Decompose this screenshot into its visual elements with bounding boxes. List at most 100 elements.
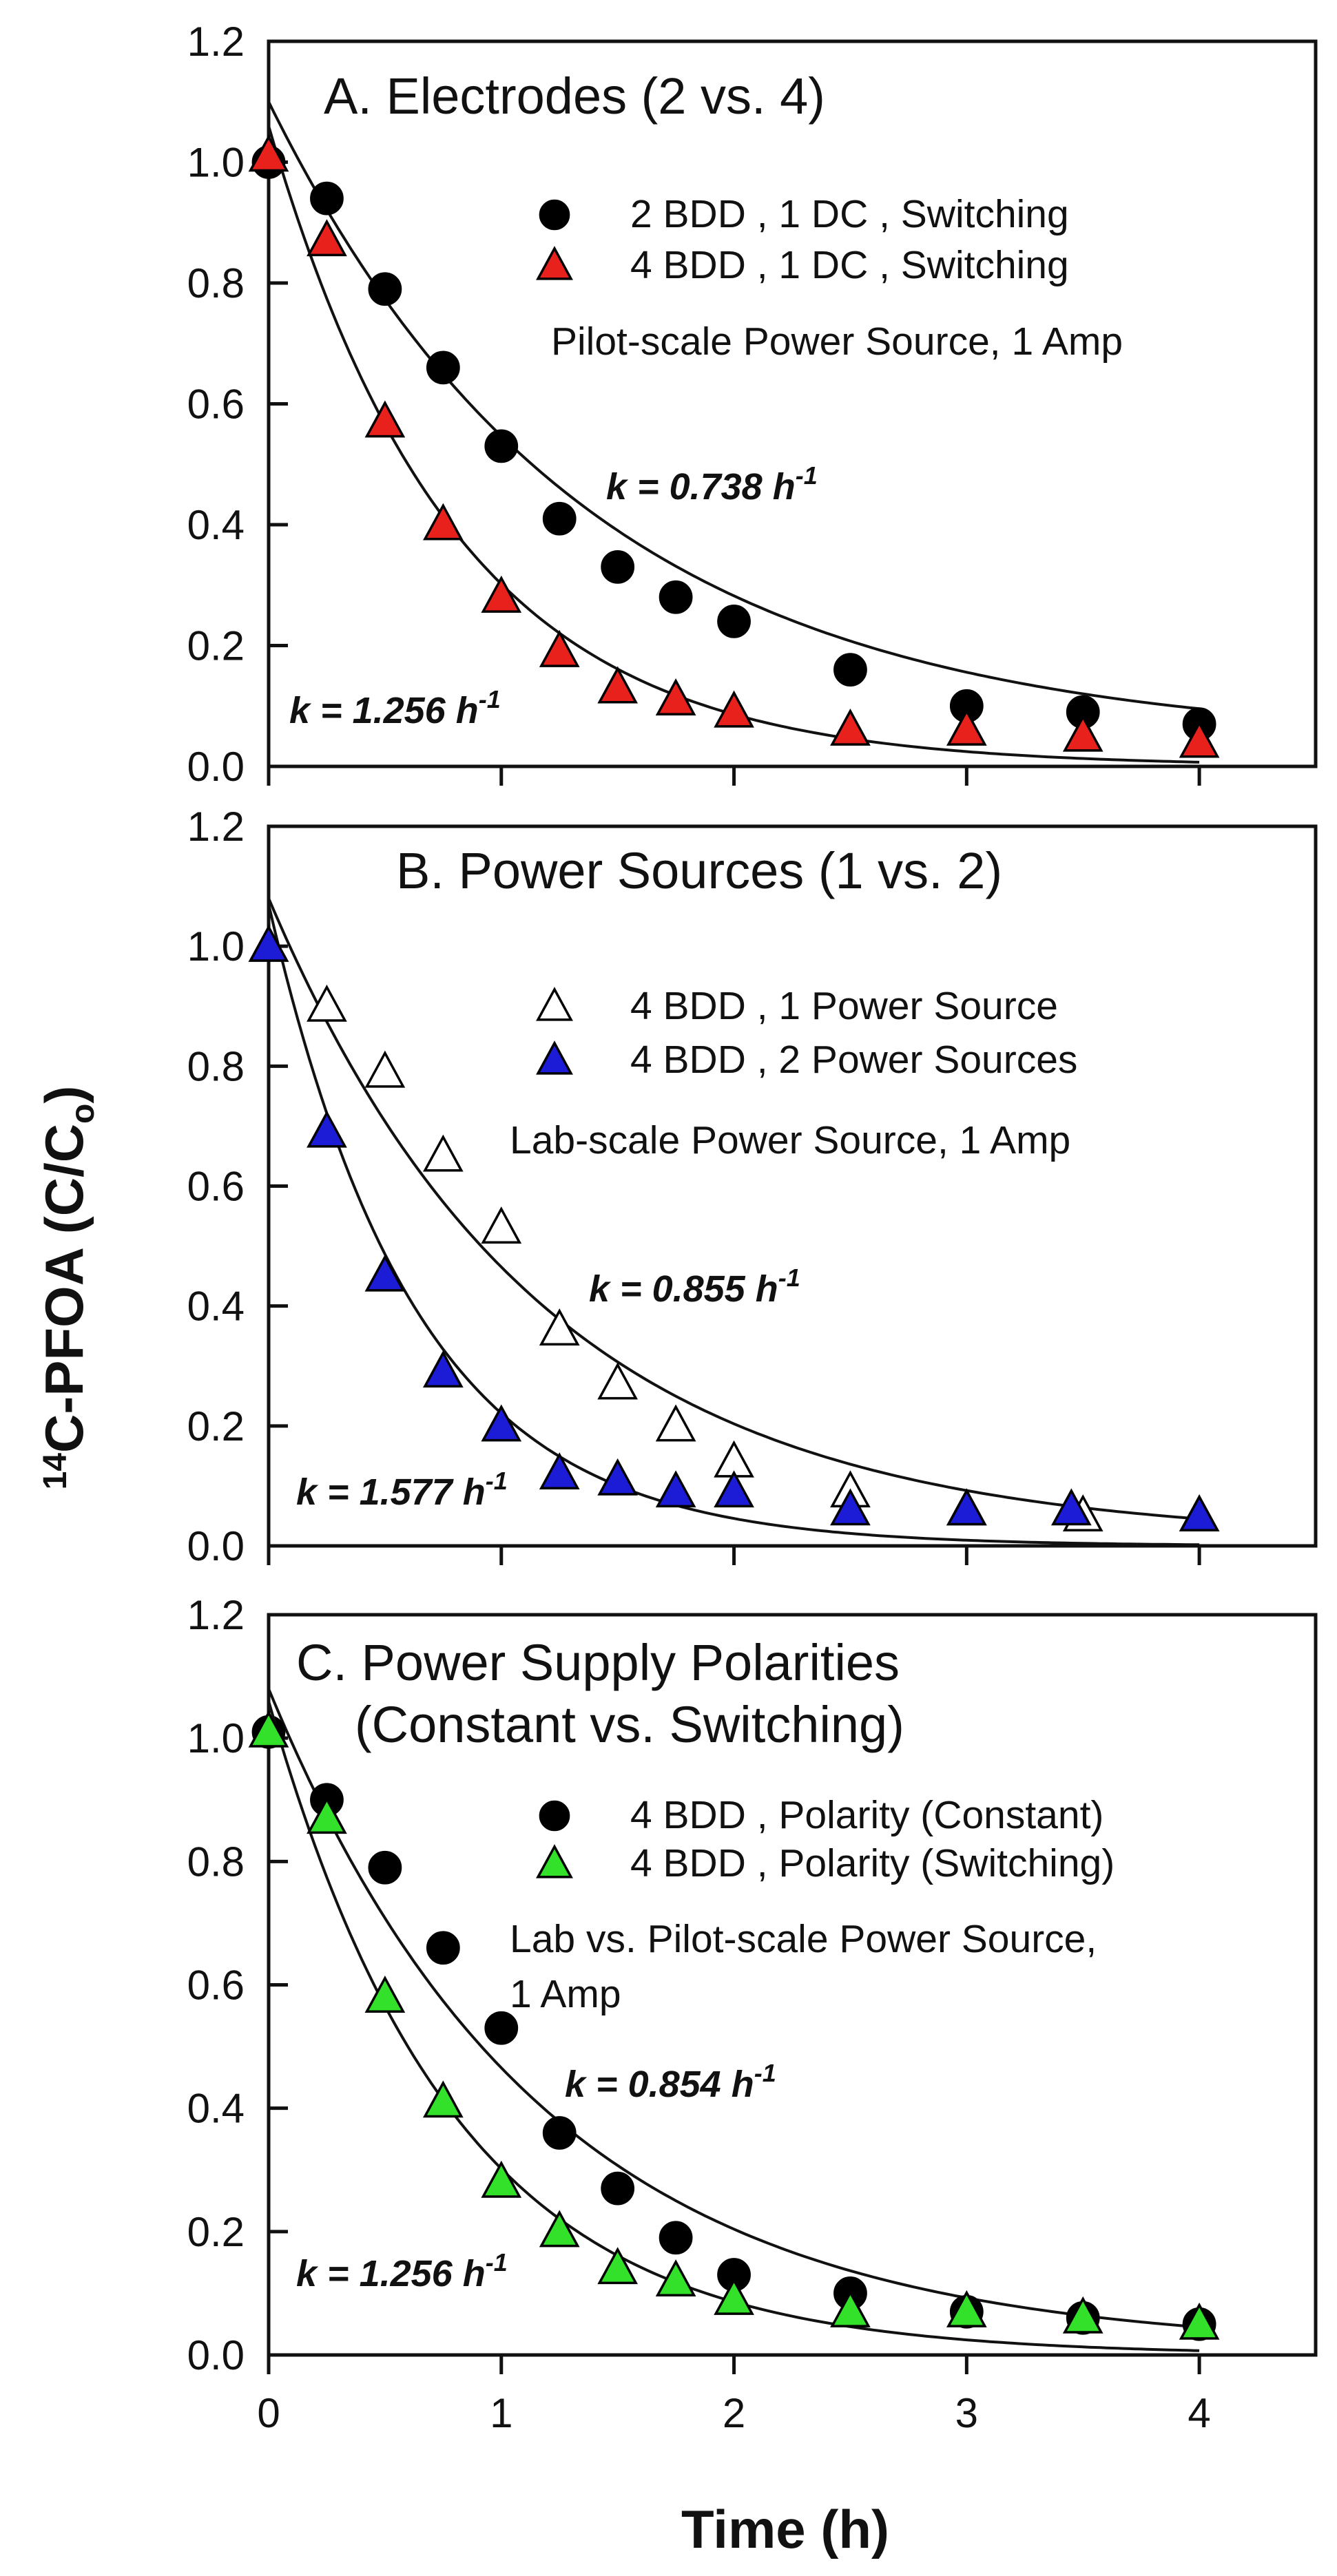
data-point — [310, 181, 344, 216]
data-point — [946, 1488, 987, 1526]
data-point — [426, 350, 460, 385]
y-axis-title-superscript: 14 — [37, 1453, 74, 1490]
legend-marker — [536, 1040, 573, 1075]
panel-1: 0.0 0.2 0.4 0.6 0.8 1.0 1.2 A. Electrodes (2 vs… — [187, 19, 1318, 790]
data-point — [655, 1470, 696, 1508]
rate-constant-label: k = 1.256 h-1 — [289, 685, 501, 731]
x-tick-label: 3 — [955, 2390, 978, 2436]
y-tick-label: 1.0 — [187, 1715, 245, 1761]
data-point — [248, 924, 289, 962]
data-point — [484, 2011, 519, 2045]
data-point — [601, 2171, 635, 2206]
y-tick-label: 0.4 — [187, 502, 245, 548]
data-point — [542, 2116, 577, 2150]
fit-curve — [267, 1688, 1200, 2329]
panel-title: C. Power Supply Polarities — [296, 1634, 900, 1691]
panel-title: (Constant vs. Switching) — [355, 1696, 904, 1753]
panel-note: Lab-scale Power Source, 1 Amp — [510, 1118, 1070, 1162]
data-point — [364, 400, 406, 438]
y-tick-label: 0.0 — [187, 744, 245, 790]
data-point — [481, 1404, 522, 1442]
x-tick-label: 2 — [723, 2390, 745, 2436]
x-tick-label: 1 — [490, 2390, 512, 2436]
y-axis-title-main: C-PFOA (C/C — [34, 1124, 94, 1453]
y-tick-label: 0.8 — [187, 1839, 245, 1885]
legend-marker — [539, 199, 570, 231]
data-point — [422, 503, 464, 541]
data-point — [364, 1976, 406, 2013]
rate-constant-value: k = 1.256 h — [296, 2253, 486, 2294]
y-tick-label: 1.2 — [187, 1592, 245, 1638]
rate-constant-value: k = 0.738 h — [606, 466, 796, 507]
y-tick-label: 0.2 — [187, 2209, 245, 2255]
data-point — [1062, 2296, 1103, 2334]
data-point — [659, 2221, 693, 2255]
rate-constant-value: k = 0.854 h — [565, 2064, 754, 2105]
rate-constant-exponent: -1 — [486, 2248, 508, 2276]
x-tick-label: 0 — [257, 2390, 280, 2436]
y-tick-label: 0.4 — [187, 2086, 245, 2132]
panel-note: Pilot-scale Power Source, 1 Amp — [551, 320, 1123, 364]
data-point — [426, 1931, 460, 1965]
data-point — [655, 678, 696, 716]
data-point — [539, 629, 580, 667]
rate-constant-value: k = 1.577 h — [296, 1472, 486, 1513]
data-point — [830, 1488, 871, 1526]
y-tick-label: 0.6 — [187, 1164, 245, 1210]
x-tick-label: 4 — [1188, 2390, 1210, 2436]
y-tick-label: 1.0 — [187, 140, 245, 186]
data-point — [1179, 1494, 1220, 1531]
data-point — [248, 1710, 289, 1748]
data-point — [830, 2290, 871, 2327]
data-point — [248, 134, 289, 172]
rate-constant-exponent: -1 — [796, 461, 818, 490]
rate-constant-label: k = 0.855 h-1 — [589, 1264, 800, 1310]
fit-curve — [267, 897, 1200, 1520]
data-point — [1050, 1488, 1092, 1526]
data-point — [714, 2277, 754, 2315]
plot-frame — [267, 39, 1318, 768]
data-point — [659, 580, 693, 614]
legend-label: 4 BDD , 1 DC , Switching — [630, 243, 1069, 287]
data-point — [597, 1362, 639, 1400]
rate-constant-value: k = 0.855 h — [589, 1268, 778, 1310]
data-point — [307, 984, 347, 1022]
y-tick-label: 0.0 — [187, 2332, 245, 2378]
panel-2: 0.0 0.2 0.4 0.6 0.8 1.0 1.2 B. Power Sources (1… — [187, 804, 1318, 1569]
legend-marker — [539, 1800, 570, 1832]
data-point — [481, 2160, 522, 2198]
rate-constant-value: k = 1.256 h — [289, 690, 479, 731]
data-point — [539, 1308, 580, 1346]
data-point — [946, 708, 987, 746]
legend-label: 4 BDD , Polarity (Constant) — [630, 1793, 1103, 1837]
data-point — [422, 2080, 464, 2118]
panel-note: 1 Amp — [510, 1972, 621, 2016]
data-point — [1062, 714, 1103, 752]
data-point — [714, 690, 754, 728]
fit-curve — [267, 101, 1200, 711]
panel-3: 0.0 0.2 0.4 0.6 0.8 1.0 1.2 0 1 2 3 4 C. Power Suppl… — [187, 1592, 1318, 2436]
panel-title: B. Power Sources (1 vs. 2) — [396, 842, 1002, 899]
panel-title: A. Electrodes (2 vs. 4) — [324, 67, 825, 125]
legend-label: 4 BDD , 2 Power Sources — [630, 1038, 1077, 1082]
rate-constant-label: k = 0.854 h-1 — [565, 2059, 776, 2105]
x-axis-title: Time (h) — [681, 2499, 889, 2559]
plot-frame — [267, 824, 1318, 1548]
fit-curve — [267, 903, 1200, 1547]
y-tick-label: 0.2 — [187, 1403, 245, 1449]
y-axis-title: 14C-PFOA (C/Co) — [34, 1086, 101, 1490]
legend-marker — [536, 246, 573, 280]
data-point — [597, 1458, 639, 1496]
rate-constant-exponent: -1 — [778, 1264, 800, 1292]
data-point — [601, 550, 635, 584]
data-point — [717, 605, 751, 638]
data-point — [655, 2259, 696, 2297]
rate-constant-exponent: -1 — [486, 1467, 508, 1495]
y-tick-label: 0.0 — [187, 1523, 245, 1569]
data-point — [364, 1254, 406, 1292]
data-point — [539, 1452, 580, 1490]
